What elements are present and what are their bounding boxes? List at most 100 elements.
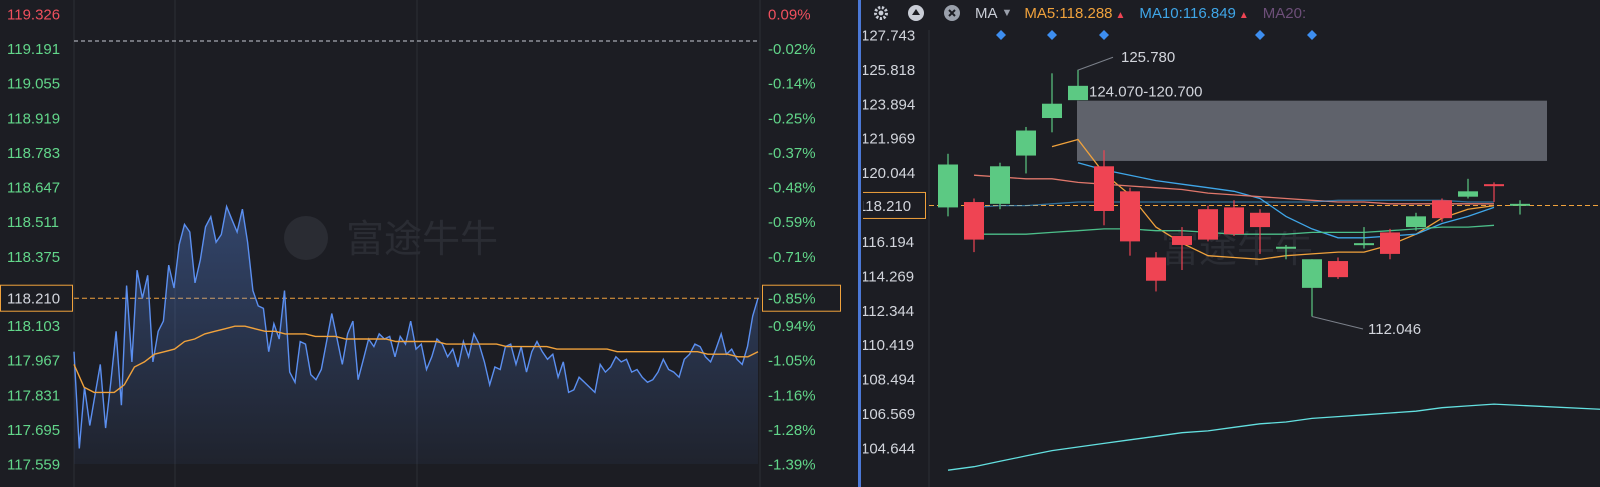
ma5-value: MA5:118.288 ▲ [1024,5,1125,22]
percent-tick-label: -0.37% [768,145,816,162]
percent-tick-label: -0.48% [768,180,816,197]
y-tick-label: 110.419 [863,337,914,354]
ma-long-line [973,174,1494,205]
ma20-value: MA20: [1262,4,1307,22]
price-tick-label: 118.647 [7,180,60,197]
price-tick-label: 117.967 [7,353,60,370]
kline-chart[interactable]: 富途牛牛125.780124.070-120.700112.046127.743… [863,0,1600,487]
event-marker-icon [1047,30,1057,40]
triangle-up-icon[interactable] [907,4,925,22]
percent-tick-label: -0.25% [768,110,816,127]
event-marker-icon [1307,30,1317,40]
ma5-up-arrow-icon: ▲ [1115,9,1126,21]
y-tick-label: 120.044 [863,165,915,182]
ma5-line [1051,138,1495,260]
watermark-logo-icon [284,216,328,260]
price-tick-label: 118.511 [7,214,59,231]
y-tick-label: 125.818 [863,62,915,79]
candle-body [938,164,958,208]
kline-chart-panel[interactable]: MA ▼ MA5:118.288 ▲ MA10:116.849 ▲ MA20: 富途… [863,0,1600,487]
candle-body [1406,216,1426,228]
candle-body [1302,259,1322,288]
current-percent-label: -0.85% [768,291,816,308]
candle-body [964,202,984,240]
candle-body [1276,246,1296,249]
y-tick-label: 112.344 [863,303,914,320]
percent-tick-label: -1.05% [768,353,816,370]
percent-tick-label: -0.71% [768,249,816,266]
percent-tick-label: -0.14% [768,76,816,93]
event-marker-icon [996,30,1006,40]
current-price-box [0,284,73,312]
y-tick-label: 121.969 [863,131,915,148]
y-tick-label: 127.743 [863,28,915,45]
current-price-label: 118.210 [863,198,911,215]
candle-body [1458,191,1478,197]
close-icon[interactable] [943,4,961,22]
intraday-chart[interactable]: 富途牛牛 119.326 119.191 119.055 118.919 118.783 1… [0,0,858,487]
y-tick-label: 123.894 [863,96,915,113]
zone-range-label: 124.070-120.700 [1089,84,1202,101]
percent-tick-label: -1.16% [768,387,816,404]
price-tick-label: 119.191 [7,41,60,58]
chevron-down-icon[interactable]: ▼ [1001,7,1013,19]
y-tick-label: 116.194 [863,234,914,251]
y-tick-label: 114.269 [863,268,914,285]
low-price-label: 112.046 [1368,321,1421,338]
price-line [73,204,759,449]
price-area [74,206,758,464]
candle-body [1146,257,1166,281]
panel-divider[interactable] [858,0,861,487]
current-price-label: 118.210 [7,291,60,308]
price-tick-label: 118.103 [7,318,60,335]
candle-body [1198,209,1218,240]
percent-tick-label: -1.28% [768,422,816,439]
current-price-box [863,191,926,219]
y-tick-label: 108.494 [863,372,915,389]
percent-tick-label: -0.02% [768,41,816,58]
percent-tick-label: -0.59% [768,214,816,231]
price-tick-label: 118.919 [7,110,60,127]
candle-body [1328,261,1348,278]
candle-body [1510,203,1530,206]
price-tick-label: 119.055 [7,76,60,93]
price-tick-label: 117.831 [7,387,60,404]
price-zone [1077,100,1547,161]
price-tick-label: 117.559 [7,457,60,474]
percent-tick-label: -0.94% [768,318,816,335]
candle-body [1380,232,1400,254]
ma10-text: MA10:116.849 [1139,4,1236,22]
candle-body [1250,212,1270,228]
ma-indicator-label[interactable]: MA [975,4,998,22]
percent-tick-label: -1.39% [768,457,816,474]
candle-body [1354,243,1374,246]
ma10-value: MA10:116.849 ▲ [1139,5,1248,22]
candle-body [1094,166,1114,211]
high-price-label: 125.780 [1121,49,1175,66]
watermark-text: 富途牛牛 [346,217,498,261]
candle-body [1484,184,1504,187]
y-tick-label: 104.644 [863,441,915,458]
high-callout-line [1077,56,1114,71]
average-line [73,325,759,394]
event-marker-icon [1255,30,1265,40]
ma10-line [1077,162,1495,239]
ma-trend-line [947,403,1600,471]
percent-tick-label: 0.09% [768,7,811,24]
candle-body [1042,103,1062,119]
candle-body [1068,85,1088,101]
ma10-up-arrow-icon: ▲ [1238,9,1249,21]
candle-body [1172,236,1192,245]
candle-body [1432,200,1452,219]
current-percent-box [762,284,841,312]
candle-body [1016,130,1036,156]
candle-body [1120,191,1140,242]
y-tick-label: 106.569 [863,406,915,423]
gear-icon[interactable] [873,5,889,21]
price-tick-label: 117.695 [7,422,60,439]
low-callout-line [1311,315,1364,330]
candle-body [1224,207,1244,235]
candle-body [990,166,1010,204]
intraday-chart-panel[interactable]: 富途牛牛 119.326 119.191 119.055 118.919 118.783 1… [0,0,858,487]
price-tick-label: 119.326 [7,7,60,24]
